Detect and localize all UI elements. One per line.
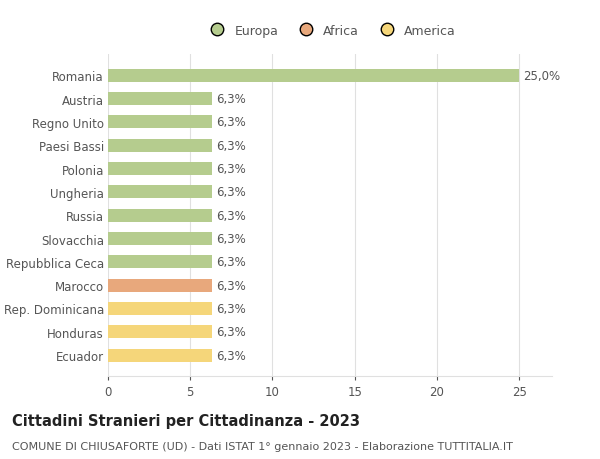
Text: 6,3%: 6,3%	[216, 256, 245, 269]
Bar	[108, 140, 212, 152]
Text: 6,3%: 6,3%	[216, 209, 245, 222]
Bar	[108, 186, 212, 199]
Text: 6,3%: 6,3%	[216, 302, 245, 315]
Bar	[108, 93, 212, 106]
Bar	[108, 279, 212, 292]
Bar	[108, 70, 519, 83]
Text: 6,3%: 6,3%	[216, 279, 245, 292]
Bar	[108, 163, 212, 176]
Bar	[108, 233, 212, 246]
Text: 6,3%: 6,3%	[216, 186, 245, 199]
Legend: Europa, Africa, America: Europa, Africa, America	[199, 20, 461, 43]
Bar	[108, 326, 212, 338]
Bar	[108, 116, 212, 129]
Text: Cittadini Stranieri per Cittadinanza - 2023: Cittadini Stranieri per Cittadinanza - 2…	[12, 413, 360, 428]
Bar	[108, 256, 212, 269]
Text: 6,3%: 6,3%	[216, 116, 245, 129]
Text: 6,3%: 6,3%	[216, 233, 245, 246]
Text: 6,3%: 6,3%	[216, 140, 245, 152]
Text: 6,3%: 6,3%	[216, 162, 245, 176]
Bar	[108, 302, 212, 315]
Text: 6,3%: 6,3%	[216, 349, 245, 362]
Text: COMUNE DI CHIUSAFORTE (UD) - Dati ISTAT 1° gennaio 2023 - Elaborazione TUTTITALI: COMUNE DI CHIUSAFORTE (UD) - Dati ISTAT …	[12, 441, 513, 451]
Text: 6,3%: 6,3%	[216, 325, 245, 339]
Text: 25,0%: 25,0%	[523, 70, 560, 83]
Text: 6,3%: 6,3%	[216, 93, 245, 106]
Bar	[108, 209, 212, 222]
Bar	[108, 349, 212, 362]
